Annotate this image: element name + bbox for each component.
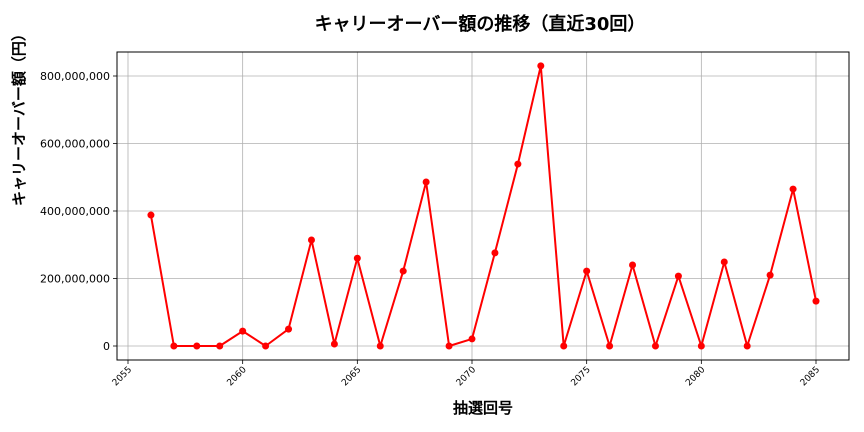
data-point-marker <box>376 342 384 350</box>
data-point-marker <box>147 211 155 219</box>
data-point-marker <box>606 342 614 350</box>
data-point-marker <box>170 342 178 350</box>
x-tick-label: 2085 <box>799 365 822 388</box>
data-point-marker <box>285 325 293 333</box>
data-point-marker <box>583 267 591 275</box>
data-point-marker <box>743 342 751 350</box>
data-point-marker <box>674 272 682 280</box>
data-point-marker <box>422 178 430 186</box>
data-series <box>147 62 820 350</box>
data-point-marker <box>353 254 361 262</box>
data-point-marker <box>789 185 797 193</box>
data-point-marker <box>560 342 568 350</box>
y-axis-ticks: 0 200,000,000 400,000,000 600,000,000 800,00… <box>40 70 117 353</box>
data-point-marker <box>307 236 315 244</box>
grid-lines <box>117 52 849 360</box>
data-point-marker <box>491 249 499 257</box>
y-tick-label: 600,000,000 <box>40 138 110 151</box>
data-point-marker <box>766 271 774 279</box>
data-point-marker <box>514 160 522 168</box>
data-point-marker <box>399 267 407 275</box>
x-tick-label: 2070 <box>455 365 478 388</box>
data-point-marker <box>629 261 637 269</box>
plot-frame <box>116 51 850 361</box>
y-tick-label: 800,000,000 <box>40 70 110 83</box>
data-point-marker <box>330 340 338 348</box>
data-point-marker <box>445 342 453 350</box>
data-point-marker <box>537 62 545 70</box>
x-tick-label: 2055 <box>111 365 134 388</box>
x-tick-label: 2080 <box>684 365 707 388</box>
series-line <box>149 64 817 347</box>
data-point-marker <box>262 342 270 350</box>
x-axis-ticks: 2055 2060 2065 2070 2075 2080 2085 <box>111 360 822 388</box>
data-point-marker <box>651 342 659 350</box>
data-point-marker <box>239 327 247 335</box>
chart-title: キャリーオーバー額の推移（直近30回） <box>314 14 646 35</box>
data-point-marker <box>697 342 705 350</box>
data-point-marker <box>720 258 728 266</box>
data-point-marker <box>193 342 201 350</box>
x-axis-label: 抽選回号 <box>452 399 513 417</box>
x-tick-label: 2060 <box>226 365 249 388</box>
y-tick-label: 400,000,000 <box>40 205 110 218</box>
x-tick-label: 2065 <box>340 365 363 388</box>
y-tick-label: 200,000,000 <box>40 273 110 286</box>
x-tick-label: 2075 <box>570 365 593 388</box>
data-point-marker <box>812 297 820 305</box>
data-point-marker <box>468 335 476 343</box>
y-tick-label: 0 <box>103 340 110 353</box>
data-point-marker <box>216 342 224 350</box>
